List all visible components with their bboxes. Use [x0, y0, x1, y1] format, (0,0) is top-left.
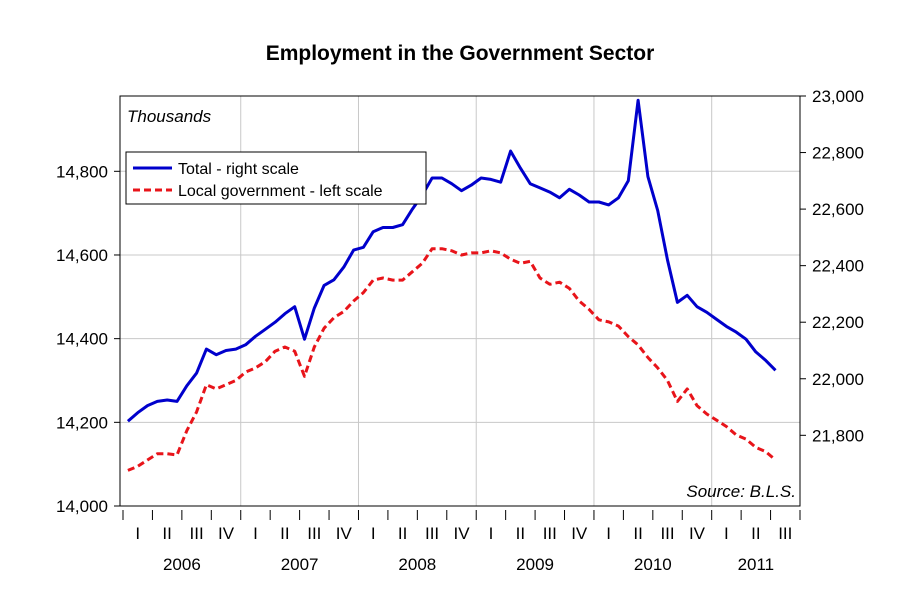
quarter-label: I	[489, 524, 494, 543]
right-tick-label: 21,800	[812, 426, 864, 445]
year-label: 2011	[738, 555, 775, 574]
year-label: 2006	[163, 555, 201, 574]
series-lines	[126, 98, 777, 472]
quarter-label: IV	[336, 524, 353, 543]
quarter-label: II	[280, 524, 289, 543]
left-tick-label: 14,200	[56, 413, 108, 432]
right-axis: 21,800 22,000 22,200 22,400 22,600 22,800 23,0…	[800, 87, 864, 445]
left-tick-label: 14,800	[56, 162, 108, 181]
quarter-label: III	[543, 524, 557, 543]
quarter-label: I	[253, 524, 258, 543]
quarter-label: II	[751, 524, 760, 543]
quarter-label: III	[190, 524, 204, 543]
chart-title: Employment in the Government Sector	[266, 42, 655, 65]
quarter-label: III	[425, 524, 439, 543]
quarter-label: IV	[453, 524, 470, 543]
right-tick-label: 22,800	[812, 144, 864, 163]
quarter-label: II	[633, 524, 642, 543]
quarter-label: II	[516, 524, 525, 543]
series-line-local	[127, 247, 777, 472]
unit-label: Thousands	[127, 107, 212, 126]
x-axis: I II III IV I II III IV I II III IV I II III IV I II III IV…	[122, 510, 801, 574]
year-label: 2008	[398, 555, 436, 574]
quarter-label: IV	[571, 524, 588, 543]
quarter-label: II	[398, 524, 407, 543]
series-line-total	[126, 98, 777, 423]
right-tick-label: 22,400	[812, 257, 864, 276]
quarter-label: IV	[689, 524, 706, 543]
right-tick-label: 22,600	[812, 200, 864, 219]
right-tick-label: 23,000	[812, 87, 864, 106]
quarter-label: III	[778, 524, 792, 543]
quarter-label: I	[724, 524, 729, 543]
quarter-label: III	[307, 524, 321, 543]
legend-label-total: Total - right scale	[178, 161, 299, 178]
legend-box	[125, 151, 427, 205]
year-label: 2009	[516, 555, 554, 574]
year-label: 2007	[281, 555, 319, 574]
quarter-label: I	[371, 524, 376, 543]
year-label: 2010	[634, 555, 672, 574]
quarter-label: III	[660, 524, 674, 543]
quarter-label: II	[162, 524, 171, 543]
quarter-label: I	[606, 524, 611, 543]
left-tick-label: 14,600	[56, 246, 108, 265]
quarter-label: I	[135, 524, 140, 543]
source-note: Source: B.L.S.	[686, 482, 796, 501]
right-tick-label: 22,000	[812, 370, 864, 389]
legend-label-local: Local government - left scale	[178, 183, 383, 200]
left-axis: 14,000 14,200 14,400 14,600 14,800	[56, 162, 120, 516]
quarter-label: IV	[218, 524, 235, 543]
left-tick-label: 14,000	[56, 497, 108, 516]
left-tick-label: 14,400	[56, 330, 108, 349]
legend: Total - right scale Local government - l…	[125, 151, 427, 205]
plot-frame	[119, 95, 801, 507]
right-tick-label: 22,200	[812, 313, 864, 332]
